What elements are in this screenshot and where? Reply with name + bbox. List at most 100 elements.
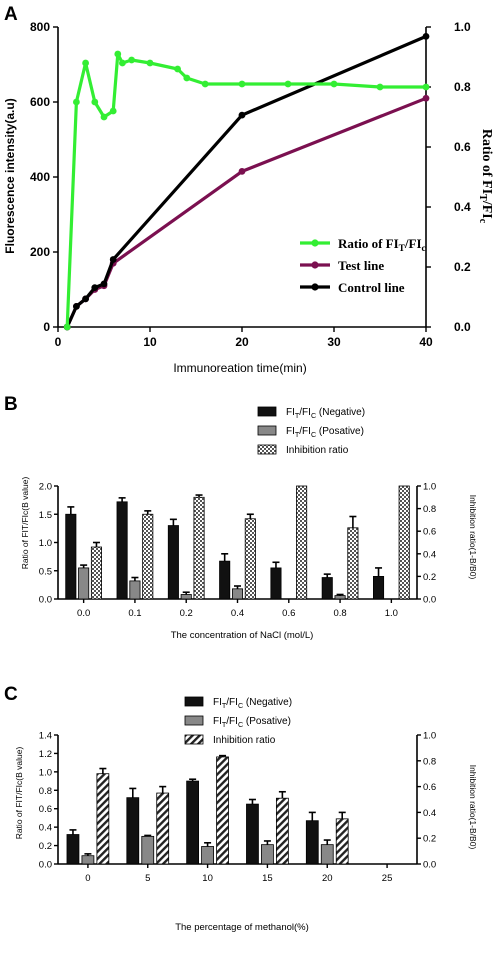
- panel-c-x-tick-label: 15: [262, 873, 273, 884]
- panel-a-point-control-line: [82, 295, 89, 303]
- panel-b-y2-tick-label: 0.4: [423, 549, 436, 560]
- panel-a-x-axis-label: Immunoreation time(min): [173, 361, 306, 375]
- panel-b-legend-label: Inhibition ratio: [286, 445, 349, 456]
- panel-a-series-ratio-of-fit-fic: [65, 52, 426, 328]
- panel-a-point-ratio-of-fit-fic: [330, 80, 338, 88]
- panel-b-bar-2: [231, 588, 244, 600]
- panel-c-y-tick-label: 0.4: [39, 823, 52, 834]
- panel-b-y2-tick-label: 0.2: [423, 572, 436, 583]
- panel-b-bar-3: [296, 485, 308, 600]
- panel-a-y-axis-label: Fluorescence intensity(a.u): [3, 98, 17, 253]
- panel-letter-b: B: [4, 394, 18, 415]
- panel-c-y-tick-label: 0.0: [39, 860, 52, 871]
- panel-b-y-axis-label: Ratio of FIT/FIc(B value): [20, 477, 30, 570]
- panel-a-y-tick-label: 600: [30, 95, 50, 109]
- panel-b-legend-label: FIT/FIC (Posative): [286, 426, 364, 439]
- panel-a-point-ratio-of-fit-fic: [91, 98, 99, 106]
- panel-a-chart: Immunoreation time(min) Fluorescence int…: [3, 20, 494, 375]
- panel-b-x-axis-label: The concentration of NaCl (mol/L): [171, 630, 314, 641]
- panel-b-x-tick-label: 0.4: [231, 608, 244, 619]
- panel-c-bar-1: [305, 820, 319, 865]
- panel-c-bar-1: [66, 834, 80, 865]
- panel-b-legend-swatch: [257, 444, 277, 455]
- panel-b-bar-1: [373, 576, 385, 600]
- panel-a-point-ratio-of-fit-fic: [238, 80, 246, 88]
- panel-a-point-control-line: [73, 302, 80, 310]
- panel-b-y2-tick-label: 1.0: [423, 482, 436, 493]
- panel-c-y-axis-label: Ratio of FIT/FIc(B value): [14, 747, 24, 840]
- panel-c-x-tick-label: 10: [202, 873, 213, 884]
- panel-b-x-tick-label: 1.0: [385, 608, 398, 619]
- panel-a-y2-tick-label: 0.4: [454, 200, 471, 214]
- panel-a-point-ratio-of-fit-fic: [201, 80, 209, 88]
- panel-b-bar-2: [78, 567, 90, 600]
- panel-c-y2-tick-label: 1.0: [423, 731, 436, 742]
- panel-c-legend-label: FIT/FIC (Posative): [213, 716, 291, 729]
- panel-c-bar-1: [246, 803, 259, 865]
- panel-b-bar-3: [398, 485, 410, 600]
- panel-c-y-tick-label: 1.2: [39, 749, 52, 760]
- panel-a-point-ratio-of-fit-fic: [174, 65, 182, 73]
- panel-a-legend-label: Test line: [338, 258, 384, 273]
- panel-a-legend-label: Ratio of FIT/FIc: [338, 236, 426, 254]
- panel-c-y-tick-label: 0.8: [39, 786, 52, 797]
- panel-b-bar-1: [65, 513, 77, 600]
- panel-b-x-tick-label: 0.0: [77, 608, 90, 619]
- panel-a-x-tick-label: 10: [143, 335, 157, 349]
- panel-a-point-ratio-of-fit-fic: [109, 107, 117, 115]
- panel-a-y2-tick-label: 0.0: [454, 320, 471, 334]
- panel-b-bar-1: [219, 560, 231, 600]
- panel-a-point-control-line: [238, 111, 246, 119]
- panel-a-y2-axis-label: Ratio of FIT/FIc: [477, 129, 494, 224]
- panel-a-y2-tick-label: 0.8: [454, 80, 471, 94]
- panel-a-point-control-line: [109, 256, 117, 263]
- panel-b-bar-3: [90, 546, 102, 600]
- panel-b-bar-3: [244, 518, 256, 600]
- panel-b-y2-tick-label: 0.6: [423, 527, 436, 538]
- panel-a-legend-marker: [311, 261, 319, 269]
- panel-c-bar-3: [335, 818, 349, 865]
- panel-a-point-ratio-of-fit-fic: [422, 83, 430, 91]
- panel-c-y-tick-label: 0.2: [39, 841, 52, 852]
- panel-c-y-tick-label: 1.4: [39, 731, 52, 742]
- panel-c-legend-swatch: [184, 696, 204, 707]
- panel-a-y-tick-label: 0: [43, 320, 50, 334]
- panel-c-legend-label: FIT/FIC (Negative): [213, 697, 292, 710]
- panel-c-x-tick-label: 0: [85, 873, 90, 884]
- panel-a-point-control-line: [100, 280, 108, 288]
- panel-b-x-tick-label: 0.8: [333, 608, 346, 619]
- panel-c-bar-3: [216, 756, 229, 865]
- panel-b-chart: The concentration of NaCl (mol/L) Ratio …: [20, 406, 478, 641]
- panel-c-x-tick-label: 20: [322, 873, 333, 884]
- panel-a-y2-tick-label: 0.6: [454, 140, 471, 154]
- panel-c-y2-tick-label: 0.0: [423, 860, 436, 871]
- panel-b-bar-3: [347, 527, 359, 600]
- panel-c-legend-swatch: [184, 715, 204, 726]
- panel-c-bar-2: [81, 855, 95, 865]
- panel-a-legend-marker: [311, 283, 319, 291]
- panel-b-y2-axis-label: Inhibition ratio(1-B/B0): [468, 495, 478, 580]
- panel-a-point-control-line: [422, 32, 430, 40]
- panel-b-bar-3: [193, 496, 205, 600]
- panel-c-y2-axis-label: Inhibition ratio(1-B/B0): [468, 765, 478, 850]
- panel-a-point-ratio-of-fit-fic: [119, 59, 126, 67]
- panel-c-x-axis-label: The percentage of methanol(%): [175, 922, 309, 933]
- panel-c-bar-2: [320, 844, 334, 865]
- panel-b-y2-tick-label: 0.8: [423, 504, 436, 515]
- panel-a-legend-marker: [311, 239, 319, 247]
- panel-a-point-control-line: [91, 284, 99, 292]
- panel-a-y2-tick-label: 1.0: [454, 20, 471, 34]
- panel-a-point-ratio-of-fit-fic: [82, 59, 89, 67]
- panel-a-x-tick-label: 0: [55, 335, 62, 349]
- panel-b-bar-2: [180, 594, 192, 600]
- panel-letter-a: A: [4, 4, 18, 25]
- panel-c-bar-2: [261, 844, 274, 865]
- panel-b-y-tick-label: 0.0: [39, 595, 52, 606]
- panel-a-point-ratio-of-fit-fic: [73, 98, 80, 106]
- panel-c-bar-2: [141, 835, 155, 865]
- panel-a-point-ratio-of-fit-fic: [128, 56, 136, 64]
- panel-c-bar-1: [126, 797, 140, 865]
- panel-a-point-ratio-of-fit-fic: [63, 323, 71, 331]
- panel-c-y2-tick-label: 0.8: [423, 756, 436, 767]
